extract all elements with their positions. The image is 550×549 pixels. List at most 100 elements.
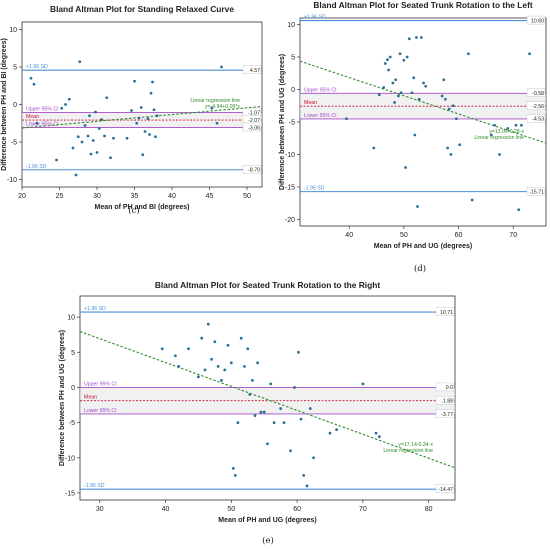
data-point <box>130 109 133 112</box>
data-point <box>80 140 84 144</box>
data-point <box>220 65 223 69</box>
data-point <box>279 407 283 410</box>
data-point <box>151 80 154 84</box>
x-tick-label: 50 <box>243 193 251 200</box>
data-point <box>103 134 106 138</box>
ref-value-box <box>526 186 546 196</box>
x-tick-label: 60 <box>455 232 463 239</box>
data-point <box>470 198 474 202</box>
y-tick-label: -10 <box>285 152 295 159</box>
y-tick-label: 0 <box>291 87 295 94</box>
ref-value-label: 0.0 <box>446 385 453 391</box>
data-point <box>173 354 177 358</box>
data-point <box>210 106 214 110</box>
data-point <box>95 151 99 154</box>
data-point <box>160 347 164 351</box>
data-point <box>466 52 470 56</box>
data-point <box>133 79 136 83</box>
data-point <box>413 133 417 137</box>
ref-value-label: -2.56 <box>532 104 544 110</box>
data-point <box>493 123 497 127</box>
data-point <box>387 68 390 72</box>
data-point <box>125 136 129 140</box>
data-point <box>440 94 444 98</box>
regression-equation: Linear regression line <box>190 98 240 104</box>
data-point <box>67 97 71 101</box>
panel-e: Bland Altman Plot for Seated Trunk Rotat… <box>59 280 456 546</box>
y-tick-label: -5 <box>289 120 295 127</box>
x-tick-label: 60 <box>293 506 301 513</box>
ref-line-label: Mean <box>84 395 97 401</box>
x-tick-label: 40 <box>345 232 353 239</box>
data-point <box>148 133 151 136</box>
data-point <box>32 82 36 86</box>
data-point <box>458 143 462 147</box>
data-point <box>517 208 521 212</box>
data-point <box>135 121 139 125</box>
x-tick-label: 70 <box>359 506 367 513</box>
data-point <box>361 382 365 386</box>
ref-line-label: -1.96 SD <box>304 186 325 192</box>
data-point <box>451 104 455 108</box>
data-point <box>97 127 101 130</box>
data-point <box>229 361 233 365</box>
ref-value-label: -1.07 <box>248 110 260 116</box>
x-tick-label: 40 <box>162 506 170 513</box>
data-point <box>520 123 523 127</box>
data-point <box>55 158 58 162</box>
data-point <box>143 130 147 133</box>
data-point <box>382 86 386 89</box>
x-tick-label: 25 <box>56 193 64 200</box>
ref-value-label: -3.77 <box>441 412 453 418</box>
data-point <box>210 357 213 361</box>
ref-value-box <box>526 88 546 97</box>
regression-label: Linear regression line <box>474 135 524 141</box>
y-tick-label: -20 <box>285 217 295 224</box>
data-point <box>335 428 338 432</box>
data-point <box>35 121 39 125</box>
data-point <box>233 473 237 477</box>
data-point <box>514 123 518 127</box>
y-tick-label: 5 <box>71 350 75 357</box>
x-tick-label: 50 <box>227 506 235 513</box>
regression-equation: y=17.14-0.34·x <box>398 442 433 448</box>
y-tick-label: 0 <box>13 102 17 109</box>
ref-value-box <box>435 395 455 405</box>
data-point <box>94 110 97 114</box>
ref-value-label: -8.70 <box>248 168 260 174</box>
data-point <box>417 97 421 101</box>
ref-line-label: -1.96 SD <box>84 483 105 489</box>
regression-label: Linear regression line <box>383 448 433 454</box>
ref-value-label: -4.53 <box>532 117 544 123</box>
data-point <box>137 116 141 120</box>
y-tick-label: 10 <box>287 22 295 29</box>
x-tick-label: 30 <box>96 506 104 513</box>
data-point <box>377 435 381 439</box>
data-point <box>177 364 181 368</box>
ref-line-label: Upper 95% CI <box>304 87 337 93</box>
data-point <box>415 36 418 39</box>
x-tick-label: 30 <box>93 193 101 200</box>
data-point <box>489 133 493 137</box>
data-point <box>386 58 389 61</box>
data-point <box>328 431 332 435</box>
y-tick-label: -10 <box>65 455 75 462</box>
data-point <box>312 456 315 460</box>
data-point <box>197 375 200 379</box>
data-point <box>206 322 210 326</box>
data-point <box>215 121 219 125</box>
ref-line-label: +1.96 SD <box>84 306 106 312</box>
ref-value-label: -1.88 <box>441 398 453 404</box>
data-point <box>146 117 150 121</box>
data-point <box>305 484 309 488</box>
chart-title: Bland Altman Plot for Seated Trunk Rotat… <box>313 0 533 10</box>
regression-line <box>21 105 263 129</box>
y-axis-label: Difference between PH and UG (degrees) <box>59 330 66 466</box>
data-point <box>422 81 425 85</box>
ref-value-box <box>242 165 262 174</box>
data-point <box>76 135 80 139</box>
data-point <box>187 347 190 351</box>
regression-equation: y=13.04-0.28·x <box>489 129 524 135</box>
ref-value-label: 10.60 <box>531 18 544 24</box>
